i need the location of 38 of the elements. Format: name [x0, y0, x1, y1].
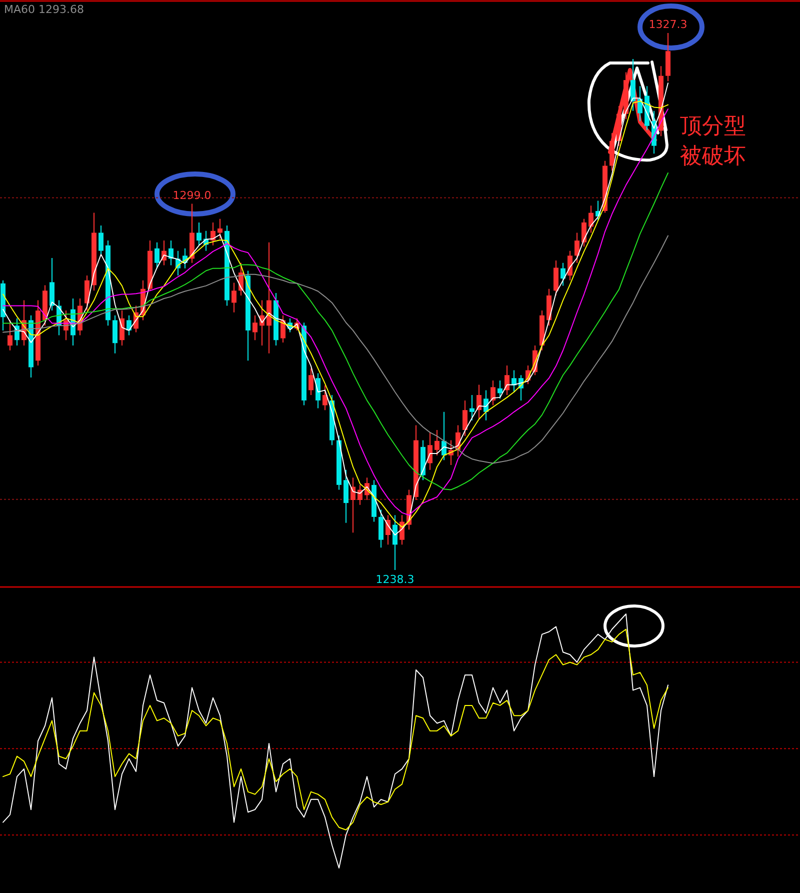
- annotation: 1327.3: [648, 18, 688, 31]
- candlestick: [196, 222, 202, 246]
- candlestick: [568, 250, 572, 281]
- text: 顶分型被破坏: [680, 114, 746, 169]
- candlestick: [232, 282, 236, 313]
- candlestick: [98, 224, 104, 256]
- candlestick: [112, 314, 118, 354]
- candlestick: [582, 218, 586, 248]
- candlestick: [554, 260, 558, 296]
- candlestick: [476, 384, 482, 420]
- candlestick: [512, 370, 516, 393]
- candlestick: [84, 275, 90, 312]
- candlestick: [252, 314, 258, 341]
- candlestick: [588, 205, 594, 234]
- candlestick: [392, 514, 398, 570]
- candlestick: [280, 314, 286, 344]
- candlestick: [154, 242, 160, 269]
- candlestick: [560, 262, 566, 286]
- candlestick: [574, 232, 580, 264]
- candlestick: [490, 380, 496, 406]
- candlestick: [308, 368, 314, 396]
- candlestick: [630, 58, 636, 112]
- candlestick: [316, 372, 320, 409]
- text: MA60 1293.68: [4, 3, 84, 16]
- candlestick: [344, 469, 348, 524]
- candlestick: [218, 218, 222, 240]
- candlestick: [50, 258, 54, 312]
- annotation: 1299.0: [172, 188, 212, 202]
- candlestick: [126, 314, 132, 336]
- candlestick: [322, 384, 328, 411]
- candlestick: [470, 394, 474, 421]
- candlestick: [498, 380, 502, 400]
- candlestick: [504, 364, 510, 396]
- candlestick: [434, 430, 440, 456]
- candlestick: [462, 400, 468, 437]
- candlestick: [8, 320, 12, 351]
- annotation: 1238.3: [376, 573, 414, 586]
- candlestick: [378, 509, 384, 548]
